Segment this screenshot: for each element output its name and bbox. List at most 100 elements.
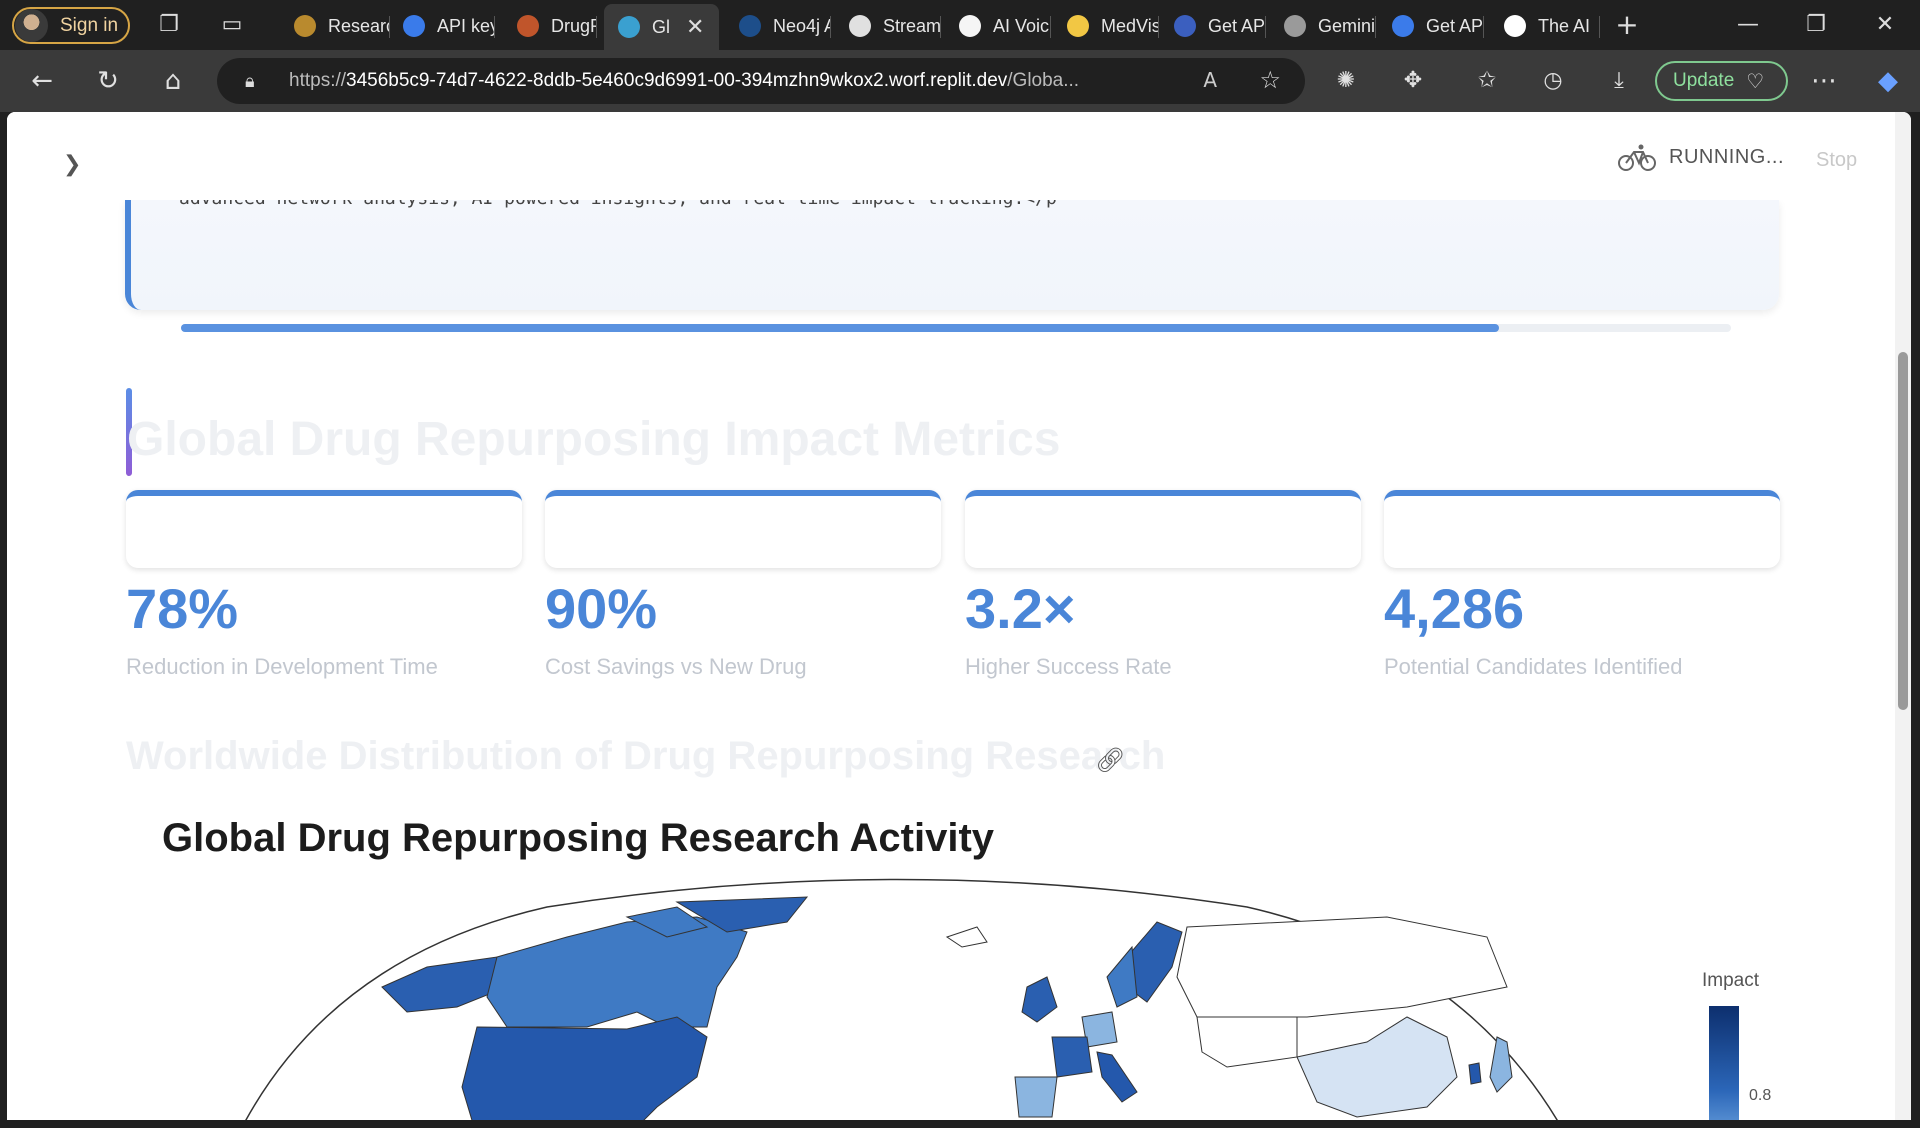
distribution-section-title: Worldwide Distribution of Drug Repurposi… [126,734,1166,778]
tab-label: Neo4j A [773,15,831,36]
minimize-button[interactable]: — [1737,12,1759,37]
tab-separator [1265,16,1266,38]
metric-label: Reduction in Development Time [126,654,438,679]
refresh-icon[interactable]: ↻ [97,66,119,96]
update-button[interactable]: Update ♡ [1655,61,1788,101]
bicycle-icon [1618,144,1656,171]
copilot-extension-icon[interactable]: ✺ [1336,68,1356,93]
metric-card [1384,490,1780,568]
running-status: RUNNING... [1617,142,1784,172]
browser-tab[interactable]: Stream [835,4,941,48]
metric-value: 4,286 [1384,577,1525,640]
link-icon[interactable]: 🔗︎ [1095,746,1126,774]
sign-in-label: Sign in [60,14,119,36]
read-aloud-icon[interactable]: A [1203,68,1217,92]
stop-button[interactable]: Stop [1816,149,1858,171]
streamlit-header: ❯ RUNNING... Stop [7,112,1895,200]
home-icon[interactable]: ⌂ [164,66,182,96]
browser-tab[interactable]: AI Voic [945,4,1051,48]
tab-label: Gl [652,16,670,37]
browser-nav-bar: ← ↻ ⌂ 🔒︎ https://3456b5c9-74d7-4622-8ddb… [0,50,1920,112]
tab-favicon-icon [1067,15,1089,37]
choropleth-map[interactable] [207,877,1587,1120]
metric-value: 78% [126,577,239,640]
browser-tab[interactable]: Gl ✕ [604,4,719,50]
tab-actions-icon[interactable]: ▭ [221,12,243,37]
tab-favicon-icon [1174,15,1196,37]
tab-separator [494,16,495,38]
metric-value: 3.2× [965,577,1076,640]
browser-tab[interactable]: Researc [280,4,390,48]
tab-favicon-icon [739,15,761,37]
browser-tab[interactable]: MedVis [1053,4,1159,48]
lock-icon[interactable]: 🔒︎ [245,70,255,92]
country-norway [1106,945,1138,1008]
tab-separator [1050,16,1051,38]
country-france [1051,1036,1093,1078]
browser-tab[interactable]: Neo4j A [725,4,831,48]
sign-in-button[interactable]: Sign in [12,7,130,44]
url-text[interactable]: https://3456b5c9-74d7-4622-8ddb-5e460c9d… [289,70,1080,91]
country-spain [1014,1076,1058,1118]
legend-title: Impact [1702,970,1760,991]
hero-progress-track [181,324,1731,332]
favorites-icon[interactable]: ✩ [1477,68,1497,93]
restore-button[interactable]: ❐ [1806,12,1826,37]
favorite-star-icon[interactable]: ☆ [1259,66,1281,94]
browser-tab[interactable]: The AI [1490,4,1600,48]
page-scrollbar[interactable] [1895,112,1911,1120]
hero-progress-fill [181,324,1499,332]
country-uk [1021,976,1058,1023]
country-usa [461,1016,708,1120]
address-bar[interactable]: 🔒︎ https://3456b5c9-74d7-4622-8ddb-5e460… [217,58,1305,104]
metric-card [965,490,1361,568]
tab-separator [1599,16,1600,38]
update-label: Update [1673,70,1735,91]
tab-favicon-icon [1284,15,1306,37]
tab-separator [1375,16,1376,38]
tab-label: Stream [883,15,941,36]
workspaces-icon[interactable]: ❐ [159,12,179,37]
country-russia [1176,916,1508,1018]
country-canada [486,916,748,1028]
scrollbar-thumb[interactable] [1898,352,1908,710]
browser-tab[interactable]: Get API [1160,4,1266,48]
tab-favicon-icon [849,15,871,37]
browser-tab[interactable]: API key [389,4,495,48]
close-window-button[interactable]: ✕ [1875,12,1895,37]
tab-label: Gemini [1318,15,1376,36]
new-tab-button[interactable]: + [1615,8,1639,41]
profile-avatar [15,9,48,42]
metric-card [545,490,941,568]
tab-favicon-icon [1504,15,1526,37]
tab-separator [389,16,390,38]
health-heart-icon: ♡ [1746,70,1765,93]
tab-favicon-icon [618,16,640,38]
metric-label: Higher Success Rate [965,654,1172,679]
tab-label: MedVis [1101,15,1159,36]
country-central-asia [1196,1016,1298,1068]
tab-label: Get API [1426,15,1484,36]
country-china [1296,1016,1458,1118]
extensions-icon[interactable]: ✥ [1403,68,1423,93]
tab-separator [596,16,597,38]
chevron-right-icon[interactable]: ❯ [63,152,82,177]
copilot-icon[interactable]: ◆ [1878,66,1898,96]
browser-tab[interactable]: Get API [1378,4,1484,48]
country-greenland [675,896,809,933]
downloads-icon[interactable]: ⤓ [1614,68,1624,93]
close-tab-icon[interactable]: ✕ [686,14,705,39]
tab-favicon-icon [959,15,981,37]
browser-tab[interactable]: Gemini [1270,4,1376,48]
country-italy [1096,1051,1138,1103]
more-options-icon[interactable]: ⋯ [1811,66,1837,96]
tab-separator [1158,16,1159,38]
back-icon[interactable]: ← [31,66,53,96]
metric-label: Cost Savings vs New Drug [545,654,807,679]
tab-label: Get API [1208,15,1266,36]
history-icon[interactable]: ◷ [1543,68,1563,93]
metrics-section-title: Global Drug Repurposing Impact Metrics [127,413,1061,466]
web-page: advanced network analysis, AI-powered in… [7,112,1911,1120]
